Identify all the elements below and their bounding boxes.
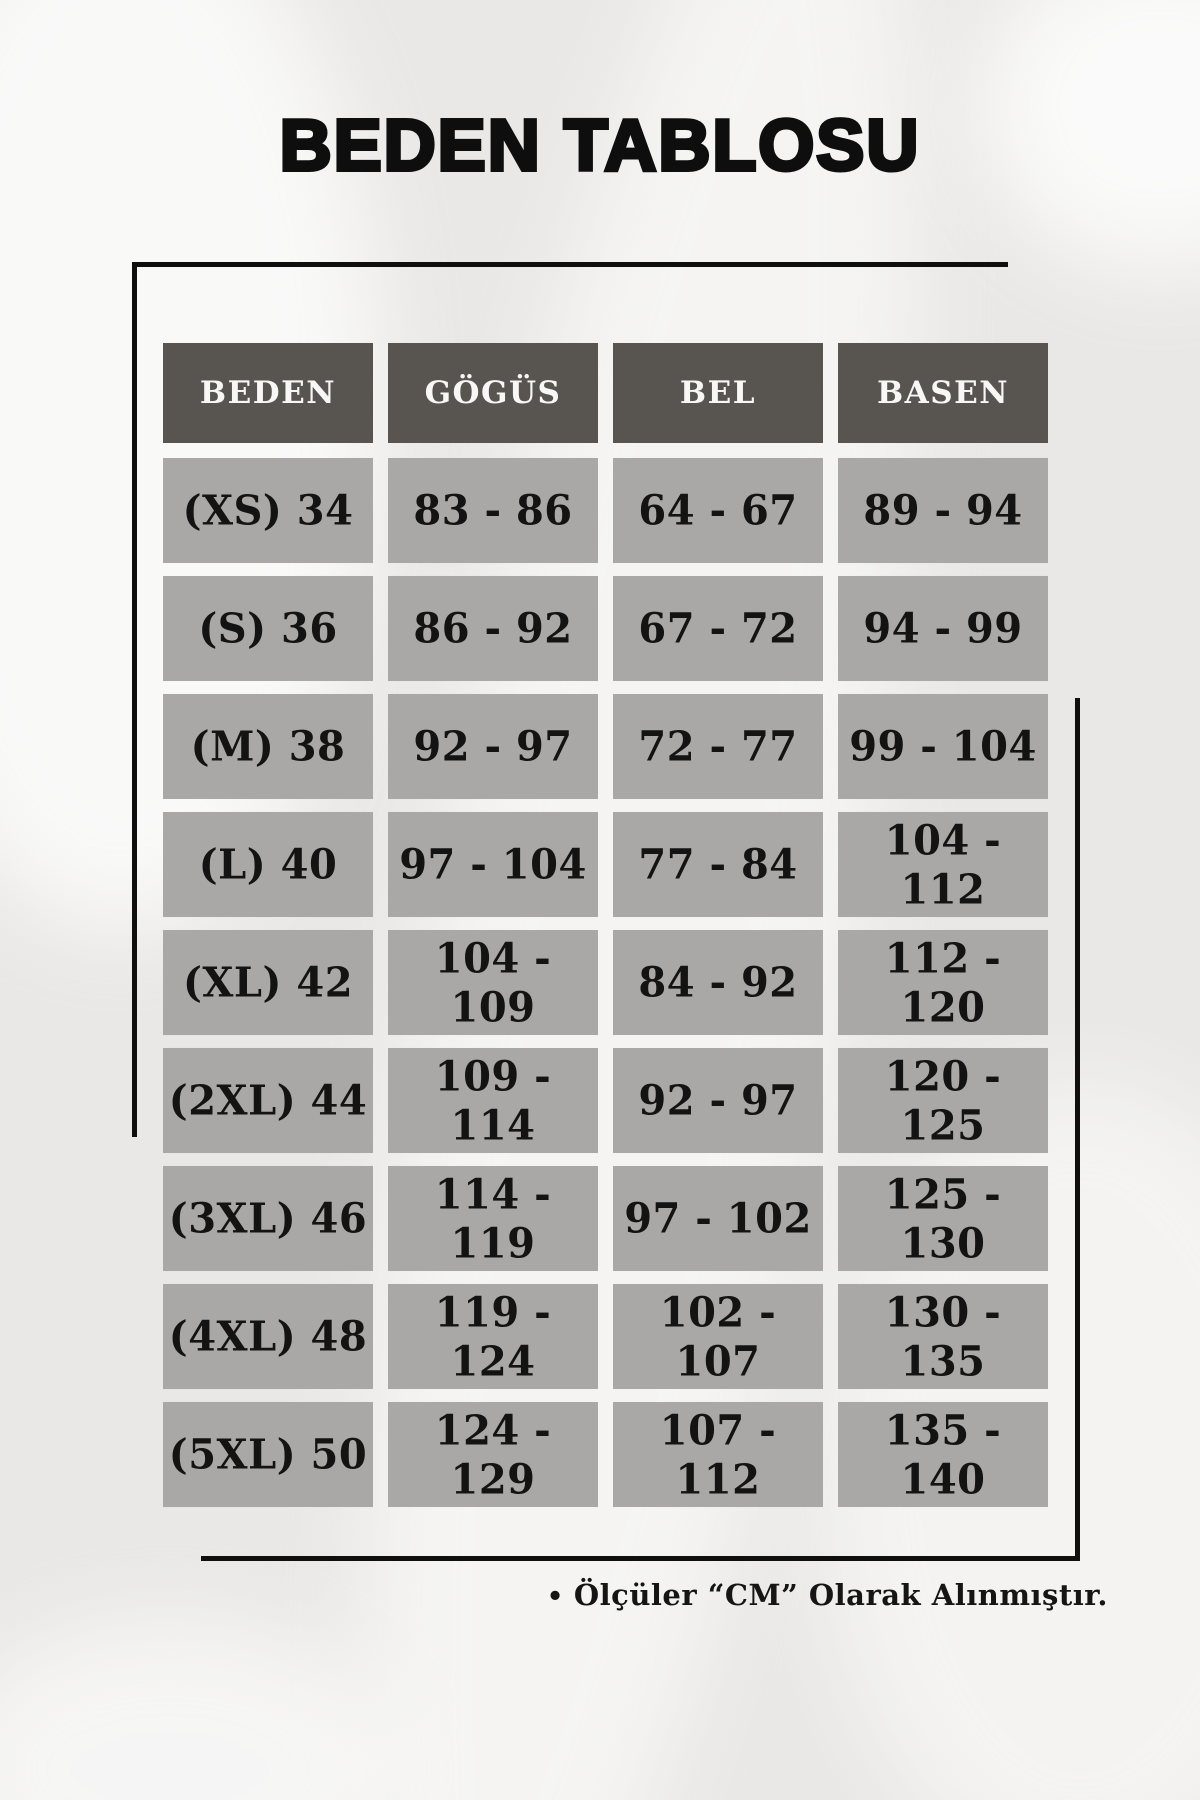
- measure-cell: 64 - 67: [613, 457, 823, 564]
- measure-cell: 120 - 125: [838, 1047, 1048, 1154]
- measure-cell: 92 - 97: [613, 1047, 823, 1154]
- measure-cell: 99 - 104: [838, 693, 1048, 800]
- decor-line-right: [1075, 698, 1080, 1561]
- decor-line-top: [135, 262, 1008, 267]
- measure-cell: 83 - 86: [388, 457, 598, 564]
- measure-cell: 89 - 94: [838, 457, 1048, 564]
- size-cell: (2XL) 44: [163, 1047, 373, 1154]
- page-title: BEDEN TABLOSU: [278, 106, 921, 186]
- size-cell: (M) 38: [163, 693, 373, 800]
- size-cell: (3XL) 46: [163, 1165, 373, 1272]
- footnote-bullet-icon: •: [546, 1582, 564, 1612]
- measure-cell: 130 - 135: [838, 1283, 1048, 1390]
- measure-cell: 72 - 77: [613, 693, 823, 800]
- measure-cell: 86 - 92: [388, 575, 598, 682]
- measure-cell: 125 - 130: [838, 1165, 1048, 1272]
- header-cell: GÖGÜS: [388, 343, 598, 443]
- size-table: BEDEN GÖGÜS BEL BASEN (XS) 34 83 - 86 64 - 67 8…: [163, 343, 1048, 1508]
- size-cell: (5XL) 50: [163, 1401, 373, 1508]
- decor-line-left: [132, 262, 137, 1137]
- measure-cell: 114 - 119: [388, 1165, 598, 1272]
- measure-cell: 109 - 114: [388, 1047, 598, 1154]
- measure-cell: 67 - 72: [613, 575, 823, 682]
- size-cell: (4XL) 48: [163, 1283, 373, 1390]
- measure-cell: 124 - 129: [388, 1401, 598, 1508]
- measure-cell: 104 - 109: [388, 929, 598, 1036]
- measure-cell: 107 - 112: [613, 1401, 823, 1508]
- measure-cell: 97 - 102: [613, 1165, 823, 1272]
- measure-cell: 84 - 92: [613, 929, 823, 1036]
- header-cell: BEDEN: [163, 343, 373, 443]
- measure-cell: 92 - 97: [388, 693, 598, 800]
- measure-cell: 94 - 99: [838, 575, 1048, 682]
- measure-cell: 112 - 120: [838, 929, 1048, 1036]
- footnote-text: Ölçüler “CM” Olarak Alınmıştır.: [573, 1578, 1108, 1612]
- measure-cell: 102 - 107: [613, 1283, 823, 1390]
- decor-line-bottom: [201, 1556, 1080, 1561]
- measure-cell: 77 - 84: [613, 811, 823, 918]
- size-cell: (XL) 42: [163, 929, 373, 1036]
- size-cell: (S) 36: [163, 575, 373, 682]
- header-cell: BASEN: [838, 343, 1048, 443]
- measure-cell: 135 - 140: [838, 1401, 1048, 1508]
- measure-cell: 97 - 104: [388, 811, 598, 918]
- size-cell: (L) 40: [163, 811, 373, 918]
- measure-cell: 119 - 124: [388, 1283, 598, 1390]
- unit-footnote: • Ölçüler “CM” Olarak Alınmıştır.: [0, 1578, 1108, 1612]
- background-silhouette-bottom-left: [0, 1620, 400, 1800]
- measure-cell: 104 - 112: [838, 811, 1048, 918]
- size-cell: (XS) 34: [163, 457, 373, 564]
- header-cell: BEL: [613, 343, 823, 443]
